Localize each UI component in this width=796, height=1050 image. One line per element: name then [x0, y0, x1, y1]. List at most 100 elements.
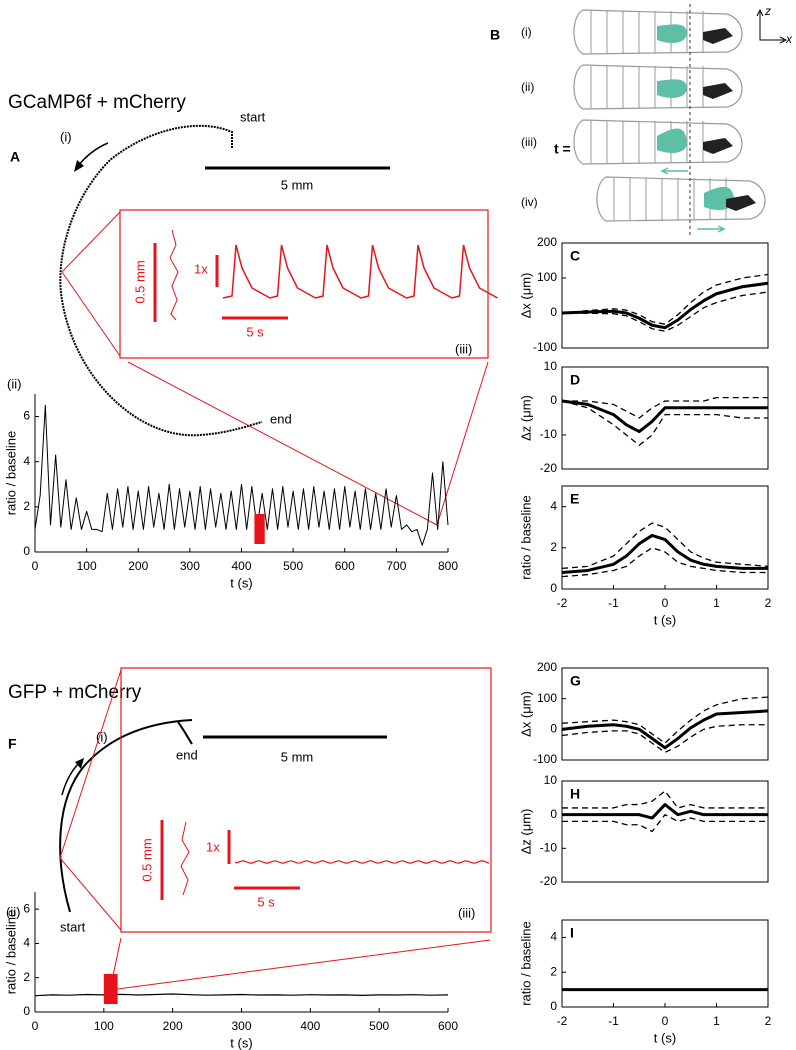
scale-label: 5 mm [281, 749, 314, 764]
trajectory [59, 124, 263, 437]
larvae [573, 9, 766, 222]
y-tick-label: -20 [540, 461, 558, 475]
label: (iii) [455, 341, 472, 356]
arrow [61, 761, 81, 796]
section-title: GCaMP6f + mCherry [8, 92, 186, 113]
y-tick-label: 0 [550, 581, 557, 595]
series-line [562, 396, 768, 419]
y-tick-label: 0 [550, 393, 557, 407]
y-tick-label: 10 [544, 773, 558, 787]
larva-cns [657, 79, 687, 98]
y-tick-label: 4 [550, 930, 557, 944]
panel-letter: D [570, 372, 580, 388]
y-axis-label: ratio / baseline [3, 910, 18, 995]
inset-time-label: 5 s [257, 894, 275, 909]
inset-scale-label: 0.5 mm [139, 838, 154, 881]
scale-label: 5 mm [281, 177, 314, 192]
y-tick-label: -10 [540, 841, 558, 855]
y-tick-label: -10 [540, 427, 558, 441]
x-tick-label: 100 [77, 559, 97, 573]
inset-frame [119, 209, 489, 359]
y-tick-label: 2 [550, 540, 557, 554]
x-tick-label: 0 [662, 1014, 669, 1028]
series-line [561, 696, 769, 744]
inset-scale-label: 0.5 mm [132, 260, 147, 303]
label: (i) [60, 129, 72, 144]
x-tick-label: 1 [713, 1014, 720, 1028]
stage-label: (i) [521, 25, 532, 39]
x-axis-label: t (s) [230, 575, 252, 590]
x-tick-label: 2 [765, 1014, 772, 1028]
inset-ratio-label: 1x [206, 839, 220, 854]
y-axis-label: Δx (μm) [518, 691, 533, 737]
y-axis-label: ratio / baseline [518, 921, 533, 1006]
series-line [561, 399, 768, 434]
series-line [561, 533, 768, 575]
y-tick-label: 100 [537, 691, 557, 705]
x-tick-label: -1 [608, 1014, 619, 1028]
inset-trace [222, 244, 498, 299]
inset-trajectory [180, 821, 190, 896]
y-axis-label: Δz (μm) [518, 395, 533, 441]
x-tick-label: 800 [438, 559, 458, 573]
stage-label: (iv) [521, 195, 538, 209]
series-line [34, 404, 449, 546]
label: end [176, 747, 198, 762]
x-tick-label: 0 [32, 1019, 39, 1033]
x-tick-label: 200 [163, 1019, 183, 1033]
motion-arrows [660, 167, 726, 233]
x-tick-label: 300 [180, 559, 200, 573]
y-axis-label: ratio / baseline [3, 431, 18, 516]
mouth-hooks [703, 28, 733, 44]
y-tick-label: 10 [544, 359, 558, 373]
label: (ii) [7, 376, 21, 391]
x-tick-label: 600 [335, 559, 355, 573]
connectors [61, 211, 489, 526]
series-line [561, 400, 768, 446]
series-line [561, 273, 769, 325]
x-tick-label: -2 [557, 596, 568, 610]
inset-time-label: 5 s [246, 324, 264, 339]
label: start [60, 919, 86, 934]
y-tick-label: 4 [23, 454, 30, 468]
y-axis-label: Δx (μm) [518, 273, 533, 319]
panel-letter: H [570, 786, 580, 802]
panel-letter: F [8, 736, 17, 752]
x-tick-label: 400 [300, 1019, 320, 1033]
y-tick-label: 200 [537, 660, 557, 674]
inset-trajectory [169, 229, 179, 321]
mouth-hooks [703, 83, 733, 99]
y-tick-label: -100 [533, 752, 557, 766]
y-tick-label: 0 [550, 305, 557, 319]
axis-z: z [764, 4, 771, 18]
trajectory [59, 719, 193, 913]
inset-ratio-label: 1x [194, 261, 208, 276]
panel-letter: B [490, 27, 500, 43]
y-tick-label: 6 [23, 901, 30, 915]
label: (i) [96, 729, 108, 744]
label: end [270, 411, 292, 426]
series-line [561, 547, 768, 578]
series-line [561, 724, 768, 753]
x-axis-label: t (s) [230, 1035, 252, 1050]
y-tick-label: 100 [537, 270, 557, 284]
axis-x: x [785, 32, 793, 46]
larva-cns [657, 24, 687, 43]
series-line [562, 814, 768, 833]
series-line [561, 291, 769, 332]
x-axis-label: t (s) [654, 1030, 676, 1045]
y-tick-label: 0 [550, 722, 557, 736]
highlight [103, 974, 118, 1004]
x-tick-label: 100 [94, 1019, 114, 1033]
x-tick-label: 700 [386, 559, 406, 573]
mouth-hooks [703, 138, 733, 154]
y-tick-label: 2 [23, 499, 30, 513]
y-tick-label: 0 [550, 807, 557, 821]
y-tick-label: 0 [550, 999, 557, 1013]
y-tick-label: 4 [23, 936, 30, 950]
stage-label: (iii) [521, 135, 537, 149]
y-tick-label: 2 [550, 964, 557, 978]
y-tick-label: 0 [23, 544, 30, 558]
x-tick-label: 500 [369, 1019, 389, 1033]
y-axis-label: ratio / baseline [518, 495, 533, 580]
